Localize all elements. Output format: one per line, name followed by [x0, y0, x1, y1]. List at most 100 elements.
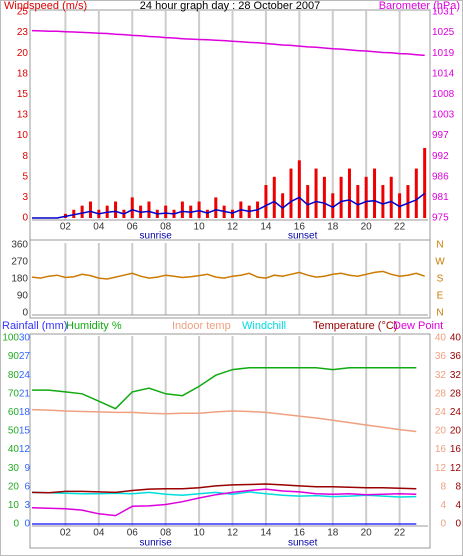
- y2-tick-label: 32: [435, 370, 447, 381]
- y-tick-label: 60: [8, 407, 20, 418]
- y2-tick-label: 0: [455, 519, 461, 530]
- x-tick-label: 12: [227, 528, 239, 539]
- bar: [339, 176, 343, 218]
- y2-tick-label: 4: [440, 500, 446, 511]
- y-tick-label: 0: [22, 308, 28, 319]
- bar: [322, 176, 326, 218]
- legend-label: Indoor temp: [172, 320, 231, 332]
- x-tick-label: 10: [194, 222, 206, 233]
- y-tick-label: 5: [22, 171, 28, 182]
- bar: [80, 205, 84, 218]
- y-tick-label: 50: [8, 426, 20, 437]
- y2-tick-label: 8: [455, 481, 461, 492]
- x-tick-label: 06: [127, 528, 139, 539]
- y2-tick-label: 981: [432, 192, 449, 203]
- x-tick-label: 16: [294, 528, 306, 539]
- y2-tick-label: 24: [435, 407, 447, 418]
- y2-tick-label: 16: [435, 444, 447, 455]
- annotation: sunset: [288, 231, 318, 242]
- y2-tick-label: 1014: [432, 68, 455, 79]
- y2-tick-label: 4: [455, 500, 461, 511]
- line: [32, 367, 417, 410]
- bar: [197, 201, 201, 218]
- y-tick-label: 20: [8, 481, 20, 492]
- bar: [130, 197, 134, 218]
- annotation: sunrise: [140, 538, 173, 549]
- panel-frame: [29, 333, 431, 549]
- bar: [88, 201, 92, 218]
- x-tick-label: 06: [127, 222, 139, 233]
- x-tick-label: 12: [227, 222, 239, 233]
- x-tick-label: 18: [327, 528, 339, 539]
- x-tick-label: 14: [260, 222, 272, 233]
- y3-tick-label: 21: [19, 388, 31, 399]
- x-tick-label: 22: [394, 528, 406, 539]
- bar: [72, 209, 76, 218]
- x-tick-label: 18: [327, 222, 339, 233]
- bar: [364, 176, 368, 218]
- y2-tick-label: 1031: [432, 7, 455, 18]
- bar: [264, 185, 268, 218]
- bar: [297, 160, 301, 218]
- bar: [406, 185, 410, 218]
- annotation: sunset: [288, 538, 318, 549]
- legend-label: Dew Point: [393, 320, 443, 332]
- line: [31, 29, 425, 57]
- y2-tick-label: N: [436, 240, 443, 251]
- y-tick-label: 90: [17, 291, 29, 302]
- y2-tick-label: 40: [450, 333, 462, 344]
- y-tick-label: 8: [22, 151, 28, 162]
- legend-label: Temperature (°C): [313, 320, 397, 332]
- y2-tick-label: 0: [440, 519, 446, 530]
- y-tick-label: 180: [11, 274, 28, 285]
- chart-title: 24 hour graph day : 28 October 2007: [140, 0, 320, 12]
- y2-tick-label: 24: [450, 407, 462, 418]
- y-tick-label: 20: [17, 48, 29, 59]
- y2-axis-title: Barometer (hPa): [379, 0, 460, 12]
- y-axis-title: Windspeed (m/s): [4, 0, 87, 12]
- bar: [214, 197, 218, 218]
- y2-tick-label: 992: [432, 151, 449, 162]
- bar: [147, 201, 151, 218]
- bar: [414, 168, 418, 218]
- y3-tick-label: 24: [19, 370, 31, 381]
- y2-tick-label: 16: [450, 444, 462, 455]
- line: [31, 483, 417, 494]
- y-tick-label: 90: [8, 351, 20, 362]
- y-tick-label: 0: [22, 213, 28, 224]
- bar: [289, 168, 293, 218]
- y3-tick-label: 18: [19, 407, 31, 418]
- x-tick-label: 04: [93, 222, 105, 233]
- y3-tick-label: 27: [19, 351, 31, 362]
- bar: [164, 205, 168, 218]
- x-tick-label: 02: [60, 222, 72, 233]
- y2-tick-label: 28: [450, 388, 462, 399]
- bar: [331, 193, 335, 218]
- bar: [381, 185, 385, 218]
- x-tick-label: 14: [260, 528, 272, 539]
- line: [31, 270, 425, 280]
- line: [31, 488, 417, 517]
- y2-tick-label: S: [437, 274, 444, 285]
- y2-tick-label: N: [436, 308, 443, 319]
- y3-tick-label: 6: [24, 481, 30, 492]
- y-tick-label: 23: [17, 27, 29, 38]
- y3-tick-label: 9: [24, 463, 30, 474]
- y2-tick-label: 975: [432, 213, 449, 224]
- y-tick-label: 70: [8, 388, 20, 399]
- y-tick-label: 15: [17, 89, 29, 100]
- bar: [314, 168, 318, 218]
- y-tick-label: 10: [8, 500, 20, 511]
- panel-frame: [29, 239, 431, 319]
- y2-tick-label: 1019: [432, 48, 455, 59]
- legend-label: Windchill: [242, 320, 286, 332]
- y2-tick-label: 1003: [432, 110, 455, 121]
- bar: [373, 168, 377, 218]
- bar: [281, 193, 285, 218]
- x-tick-label: 08: [160, 222, 172, 233]
- bar: [347, 168, 351, 218]
- y2-tick-label: 40: [435, 333, 447, 344]
- y-tick-label: 80: [8, 370, 20, 381]
